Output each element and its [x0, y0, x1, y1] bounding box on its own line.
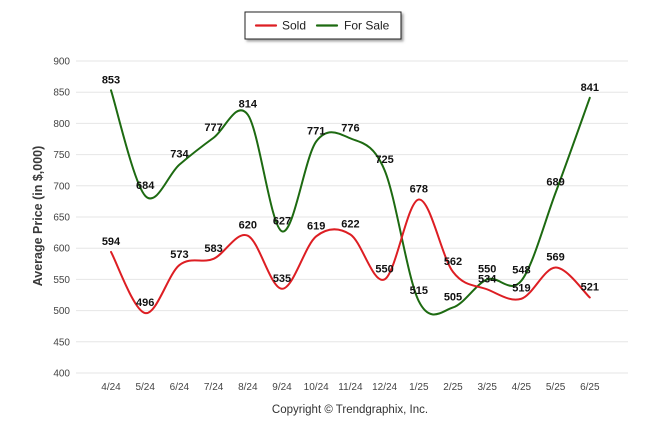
y-tick-label: 700 [53, 181, 70, 192]
x-tick-label: 4/25 [512, 382, 532, 393]
x-tick-label: 6/24 [170, 382, 190, 393]
data-label-sold: 620 [239, 220, 257, 232]
x-tick-label: 3/25 [477, 382, 497, 393]
y-tick-label: 400 [53, 369, 70, 380]
x-tick-label: 12/24 [372, 382, 397, 393]
x-tick-label: 1/25 [409, 382, 429, 393]
y-tick-label: 550 [53, 275, 70, 286]
data-label-for-sale: 627 [273, 215, 291, 227]
data-label-sold: 569 [546, 252, 564, 264]
y-tick-label: 850 [53, 88, 70, 99]
data-label-for-sale: 505 [444, 291, 462, 303]
chart-legend: Sold For Sale [244, 11, 402, 40]
data-label-for-sale: 841 [581, 82, 599, 94]
y-tick-label: 750 [53, 150, 70, 161]
data-label-for-sale: 734 [170, 149, 189, 161]
data-label-for-sale: 550 [478, 263, 496, 275]
y-tick-label: 650 [53, 213, 70, 224]
data-label-sold: 535 [273, 273, 291, 285]
legend-label-sold: Sold [282, 19, 306, 33]
data-label-for-sale: 776 [341, 122, 359, 134]
data-label-for-sale: 515 [410, 285, 428, 297]
series-lines [110, 89, 591, 316]
data-label-for-sale: 771 [307, 125, 325, 137]
x-tick-label: 8/24 [238, 382, 258, 393]
data-label-sold: 583 [204, 243, 222, 255]
y-tick-label: 900 [53, 57, 70, 68]
y-axis-ticks: 400 450 500 550 600 650 700 750 800 850 900 [53, 57, 70, 380]
x-tick-label: 4/24 [101, 382, 121, 393]
data-label-sold: 534 [478, 273, 497, 285]
y-axis-label: Average Price (in $,000) [31, 146, 45, 287]
data-label-sold: 678 [410, 184, 428, 196]
x-tick-label: 11/24 [338, 382, 363, 393]
x-tick-label: 2/25 [443, 382, 463, 393]
data-label-sold: 519 [512, 283, 530, 295]
y-tick-label: 600 [53, 244, 70, 255]
data-label-for-sale: 684 [136, 180, 155, 192]
data-label-sold: 496 [136, 297, 154, 309]
data-label-for-sale: 853 [102, 74, 120, 86]
data-label-sold: 622 [341, 218, 359, 230]
data-label-sold: 562 [444, 256, 462, 268]
data-label-for-sale: 814 [239, 99, 258, 111]
data-label-sold: 521 [581, 281, 599, 293]
x-axis-ticks: 4/24 5/24 6/24 7/24 8/24 9/24 10/24 11/24 12/24 1… [101, 382, 600, 393]
data-label-sold: 573 [170, 249, 188, 261]
x-tick-label: 9/24 [272, 382, 292, 393]
data-labels: 594 496 573 583 620 535 619 622 550 678 562 534 519 5… [102, 74, 599, 309]
data-label-sold: 619 [307, 220, 325, 232]
x-tick-label: 6/25 [580, 382, 600, 393]
copyright-text: Copyright © Trendgraphix, Inc. [272, 404, 428, 416]
series-line-sold [110, 198, 591, 315]
gridlines [76, 60, 628, 374]
x-tick-label: 5/25 [546, 382, 566, 393]
data-label-for-sale: 725 [375, 154, 393, 166]
data-label-for-sale: 548 [512, 265, 530, 277]
x-tick-label: 10/24 [304, 382, 329, 393]
data-label-sold: 550 [375, 263, 393, 275]
series-line-for-sale [110, 89, 591, 316]
x-tick-label: 5/24 [135, 382, 155, 393]
y-tick-label: 450 [53, 337, 70, 348]
data-label-for-sale: 777 [204, 122, 222, 134]
y-tick-label: 500 [53, 306, 70, 317]
y-tick-label: 800 [53, 119, 70, 130]
data-label-for-sale: 689 [546, 177, 564, 189]
legend-label-for-sale: For Sale [344, 19, 390, 33]
data-label-sold: 594 [102, 236, 121, 248]
x-tick-label: 7/24 [204, 382, 224, 393]
